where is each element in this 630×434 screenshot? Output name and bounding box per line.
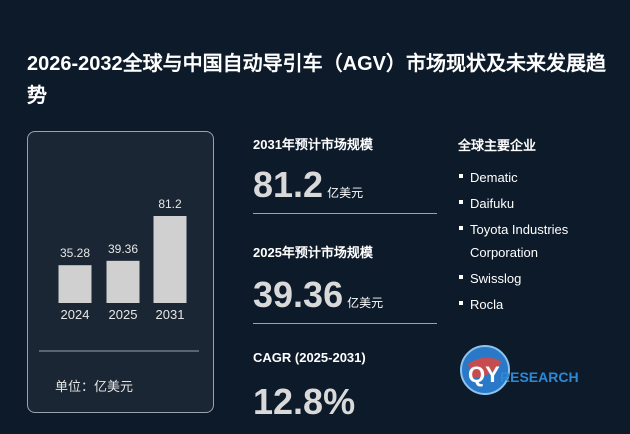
chart: 35.28 2024 39.36 2025 81.2 2031 (39, 197, 199, 352)
company-item: Rocla (458, 293, 608, 316)
x-tick-label: 2025 (109, 307, 138, 322)
company-item: Dematic (458, 166, 608, 189)
stat-label: 2025年预计市场规模 (253, 245, 373, 260)
stat-value: 81.2 亿美元 (253, 164, 363, 206)
stat-unit: 亿美元 (327, 186, 364, 200)
company-item: Daifuku (458, 192, 608, 215)
company-item: Swisslog (458, 267, 608, 290)
x-tick-label: 2031 (156, 307, 185, 322)
company-item: Toyota Industries Corporation (458, 218, 608, 264)
logo-swoosh (468, 357, 502, 378)
logo: QY RESEARCH (460, 345, 579, 395)
bar (153, 216, 187, 303)
page-title: 2026-2032全球与中国自动导引车（AGV）市场现状及未来发展趋势 (27, 53, 606, 107)
logo-ring (460, 345, 510, 395)
separator (253, 323, 437, 324)
x-tick-label: 2024 (61, 307, 90, 322)
value-label: 81.2 (158, 197, 182, 211)
company-list: Dematic Daifuku Toyota Industries Corporat… (458, 166, 608, 319)
bar (106, 260, 140, 303)
chart-card: 35.28 2024 39.36 2025 81.2 2031 单位：亿美元 (27, 131, 214, 413)
stat-label: 2031年预计市场规模 (253, 137, 373, 152)
stat-unit: 亿美元 (347, 296, 384, 310)
value-label: 39.36 (108, 242, 138, 256)
bar (58, 265, 92, 303)
stat-label: CAGR (2025-2031) (253, 350, 366, 365)
value-label: 35.28 (60, 246, 90, 260)
stat-number: 81.2 (253, 164, 324, 205)
companies-title: 全球主要企业 (458, 138, 537, 153)
stat-value: 39.36 亿美元 (253, 274, 383, 316)
separator (253, 213, 437, 214)
unit-note: 单位：亿美元 (55, 379, 134, 394)
stat-number: 12.8% (253, 381, 356, 422)
logo-prefix: QY (468, 362, 500, 387)
logo-suffix: RESEARCH (500, 369, 579, 385)
stat-number: 39.36 (253, 274, 344, 315)
